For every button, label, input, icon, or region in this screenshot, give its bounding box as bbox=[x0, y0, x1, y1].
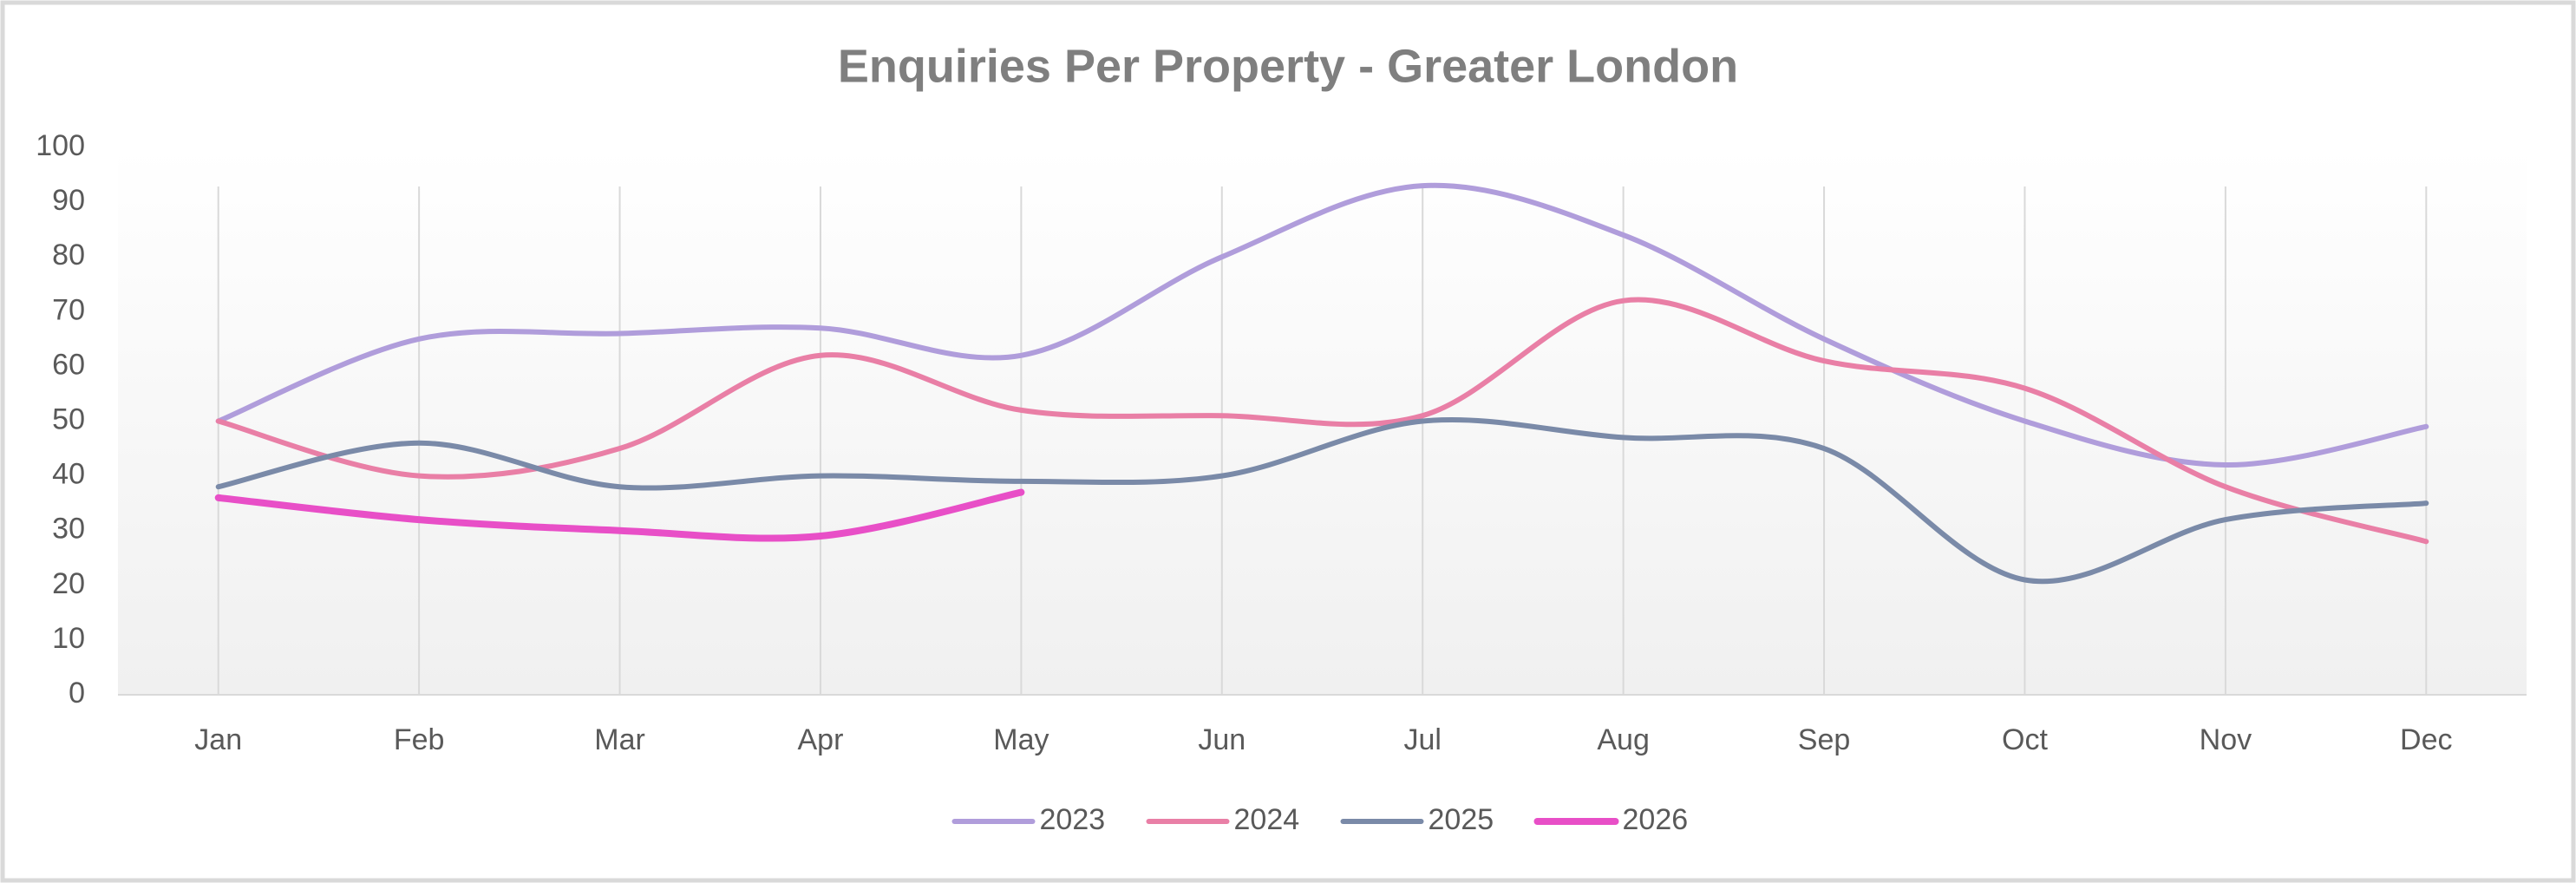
x-tick-label: Jan bbox=[194, 723, 242, 756]
series-line bbox=[215, 416, 2429, 585]
y-tick-label: 90 bbox=[52, 184, 85, 217]
y-tick-label: 100 bbox=[36, 129, 85, 162]
y-tick-label: 80 bbox=[52, 239, 85, 271]
x-tick-label: Oct bbox=[2002, 723, 2048, 756]
legend-label: 2026 bbox=[1623, 803, 1689, 836]
legend-label: 2024 bbox=[1234, 803, 1300, 836]
legend-label: 2025 bbox=[1429, 803, 1494, 836]
x-tick-label: Mar bbox=[594, 723, 645, 756]
series-line bbox=[215, 297, 2429, 545]
y-tick-label: 70 bbox=[52, 293, 85, 326]
x-tick-label: Feb bbox=[394, 723, 445, 756]
y-tick-label: 0 bbox=[69, 677, 85, 710]
chart-title: Enquiries Per Property - Greater London bbox=[838, 40, 1738, 92]
y-tick-label: 10 bbox=[52, 622, 85, 655]
x-tick-label: Apr bbox=[797, 723, 843, 756]
series-line bbox=[214, 488, 1025, 542]
x-tick-label: Aug bbox=[1597, 723, 1650, 756]
x-tick-label: Dec bbox=[2400, 723, 2452, 756]
legend-label: 2023 bbox=[1040, 803, 1106, 836]
y-tick-label: 50 bbox=[52, 402, 85, 435]
x-tick-label: Sep bbox=[1798, 723, 1851, 756]
y-tick-label: 20 bbox=[52, 567, 85, 600]
y-tick-label: 30 bbox=[52, 513, 85, 546]
y-tick-label: 60 bbox=[52, 348, 85, 381]
x-tick-label: Jun bbox=[1198, 723, 1246, 756]
series-line bbox=[215, 182, 2429, 468]
x-tick-label: May bbox=[993, 723, 1049, 756]
x-tick-label: Nov bbox=[2200, 723, 2252, 756]
x-tick-label: Jul bbox=[1403, 723, 1441, 756]
y-tick-label: 40 bbox=[52, 458, 85, 491]
